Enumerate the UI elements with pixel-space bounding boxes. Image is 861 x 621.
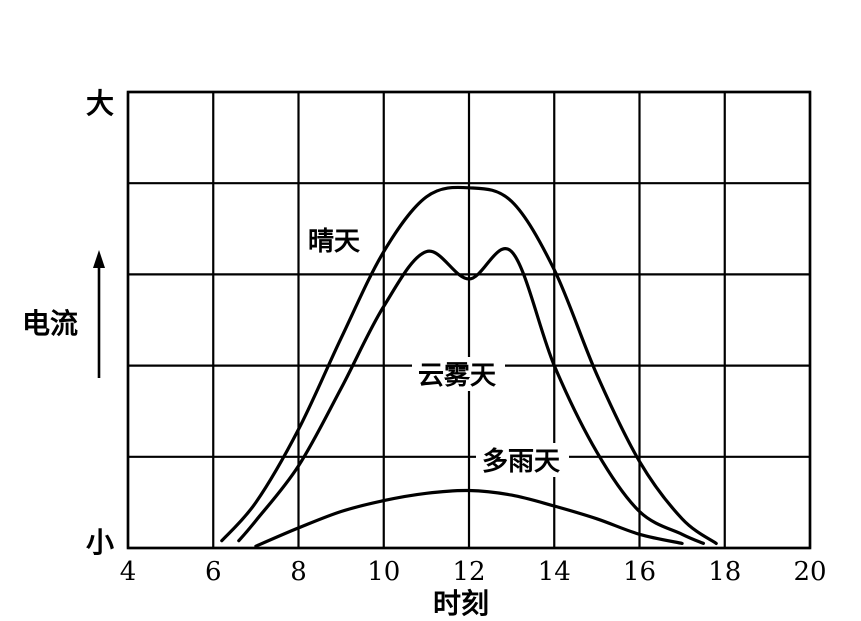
x-tick-label: 20 [793, 557, 826, 587]
series-label-1: 晴天 [308, 227, 360, 257]
y-axis-label: 电流 [22, 307, 78, 340]
x-tick-label: 16 [623, 557, 656, 587]
x-axis-label: 时刻 [433, 587, 489, 620]
series-label-bg [412, 357, 505, 391]
x-tick-labels: 4 6 8 10 12 14 16 18 20 [120, 557, 827, 587]
y-top-label: 大 [86, 87, 114, 120]
y-axis-arrow [93, 250, 105, 378]
series-line-2 [237, 247, 705, 545]
x-tick-label: 12 [452, 557, 485, 587]
series-label-bg [476, 443, 569, 477]
chart-curves [220, 185, 718, 548]
y-bottom-label: 小 [86, 526, 114, 559]
x-tick-label: 8 [290, 557, 307, 587]
chart-grid [126, 90, 812, 550]
x-tick-label: 18 [708, 557, 741, 587]
series-label-2: 云雾天 [418, 361, 496, 391]
x-tick-label: 10 [367, 557, 400, 587]
x-tick-label: 6 [205, 557, 222, 587]
series-line-1 [220, 185, 718, 545]
series-line-3 [254, 488, 684, 548]
x-tick-label: 4 [120, 557, 137, 587]
plot-frame [126, 90, 812, 550]
series-label-3: 多雨天 [482, 447, 560, 477]
x-tick-label: 14 [538, 557, 571, 587]
